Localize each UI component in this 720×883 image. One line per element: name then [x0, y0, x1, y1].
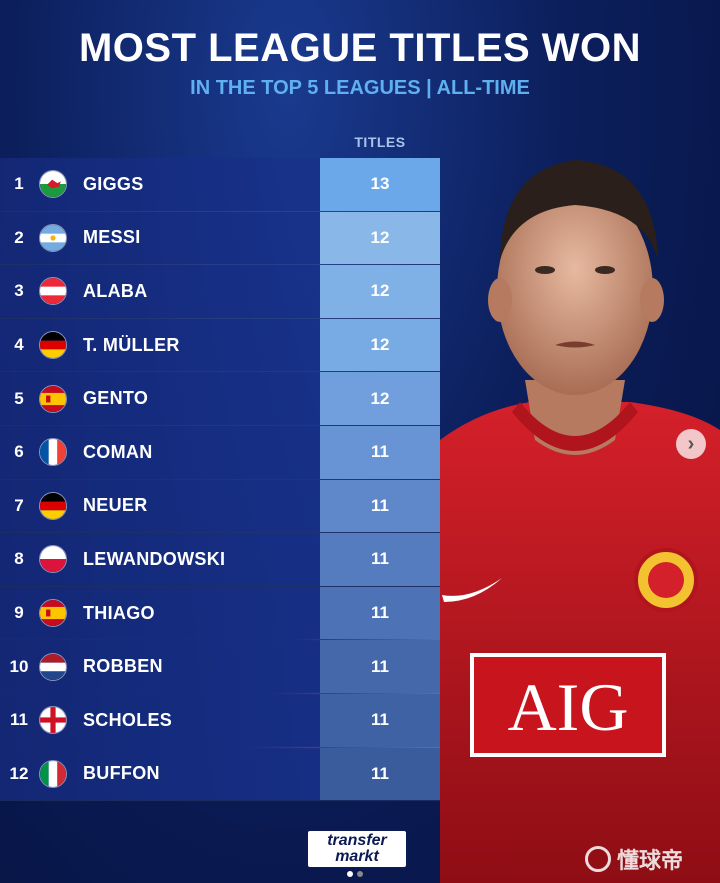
player-name: COMAN [83, 441, 153, 462]
spain-flag-icon [39, 599, 67, 628]
rank-number: 10 [9, 656, 29, 676]
player-cell: 8 LEWANDOWSKI [0, 533, 320, 586]
football-icon [585, 846, 611, 872]
italy-flag-icon [39, 759, 67, 788]
rank-number: 9 [14, 603, 24, 623]
titles-value: 11 [320, 747, 440, 801]
titles-value: 11 [320, 640, 440, 693]
spain-flag-icon [39, 384, 67, 413]
player-cell: 10 ROBBEN [0, 640, 320, 693]
leaderboard-table: 1 GIGGS 13 2 MESSI 12 3 ALABA 12 4 T. MÜLLER 12 5 GEN… [0, 158, 440, 802]
table-row: 11 SCHOLES 11 [0, 693, 440, 748]
wales-flag-icon [39, 170, 67, 199]
titles-value: 11 [320, 479, 440, 533]
austria-flag-icon [39, 277, 67, 306]
titles-value: 11 [320, 586, 440, 640]
rank-number: 7 [14, 495, 24, 515]
shirt-sponsor-text: AIG [508, 669, 629, 745]
player-name: GENTO [83, 388, 149, 409]
player-cell: 3 ALABA [0, 265, 320, 318]
chevron-right-icon[interactable]: › [676, 429, 706, 459]
player-name: ROBBEN [83, 656, 163, 677]
player-name: ALABA [83, 280, 148, 301]
player-cell: 1 GIGGS [0, 158, 320, 211]
player-cell: 5 GENTO [0, 372, 320, 425]
titles-value: 11 [320, 425, 440, 479]
page-subtitle: IN THE TOP 5 LEAGUES | ALL-TIME [190, 77, 530, 99]
netherlands-flag-icon [39, 652, 67, 681]
player-cell: 9 THIAGO [0, 586, 320, 640]
rank-number: 12 [9, 763, 29, 783]
table-row: 7 NEUER 11 [0, 479, 440, 534]
table-row: 10 ROBBEN 11 [0, 640, 440, 694]
rank-number: 1 [14, 174, 24, 194]
player-cell: 6 COMAN [0, 425, 320, 479]
argentina-flag-icon [39, 223, 67, 252]
rank-number: 11 [10, 710, 28, 730]
transfermarkt-logo: transfer markt [306, 829, 408, 869]
table-row: 3 ALABA 12 [0, 265, 440, 319]
table-row: 1 GIGGS 13 [0, 158, 440, 212]
player-cell: 2 MESSI [0, 211, 320, 265]
carousel-dots [347, 871, 363, 877]
rank-number: 8 [14, 549, 24, 569]
player-name: THIAGO [83, 602, 155, 623]
player-name: NEUER [83, 495, 148, 516]
table-row: 6 COMAN 11 [0, 425, 440, 480]
germany-flag-icon [39, 331, 67, 360]
france-flag-icon [39, 438, 67, 467]
logo-line1: transfer [327, 832, 387, 849]
titles-value: 12 [320, 265, 440, 318]
poland-flag-icon [39, 545, 67, 574]
player-name: SCHOLES [83, 709, 173, 730]
titles-value: 11 [320, 533, 440, 586]
rank-number: 5 [14, 388, 24, 408]
titles-value: 12 [320, 211, 440, 265]
page-title: MOST LEAGUE TITLES WON [78, 26, 642, 70]
watermark: 懂球帝 [585, 843, 683, 875]
titles-column-header: TITLES [354, 134, 406, 150]
player-name: T. MÜLLER [83, 334, 180, 355]
table-row: 4 T. MÜLLER 12 [0, 318, 440, 373]
table-row: 2 MESSI 12 [0, 211, 440, 266]
carousel-dot-2[interactable] [357, 871, 363, 877]
germany-flag-icon [39, 491, 67, 520]
table-row: 12 BUFFON 11 [0, 747, 440, 802]
titles-value: 13 [320, 158, 440, 211]
player-name: MESSI [83, 227, 141, 248]
rank-number: 2 [14, 227, 24, 247]
player-cell: 11 SCHOLES [0, 693, 320, 747]
rank-number: 6 [14, 442, 24, 462]
watermark-text: 懂球帝 [617, 848, 684, 873]
titles-value: 12 [320, 372, 440, 425]
carousel-dot-1[interactable] [347, 871, 353, 877]
rank-number: 3 [14, 281, 24, 301]
rank-number: 4 [14, 335, 24, 355]
player-name: LEWANDOWSKI [83, 548, 226, 569]
player-cell: 12 BUFFON [0, 747, 320, 801]
england-flag-icon [39, 706, 67, 735]
player-name: GIGGS [83, 173, 144, 194]
logo-line2: markt [335, 848, 379, 865]
titles-value: 12 [320, 318, 440, 372]
table-row: 5 GENTO 12 [0, 372, 440, 426]
player-photo: AIG [440, 160, 720, 883]
table-row: 8 LEWANDOWSKI 11 [0, 533, 440, 587]
player-name: BUFFON [83, 763, 160, 784]
player-cell: 4 T. MÜLLER [0, 318, 320, 372]
player-cell: 7 NEUER [0, 479, 320, 533]
titles-value: 11 [320, 693, 440, 747]
table-row: 9 THIAGO 11 [0, 586, 440, 641]
